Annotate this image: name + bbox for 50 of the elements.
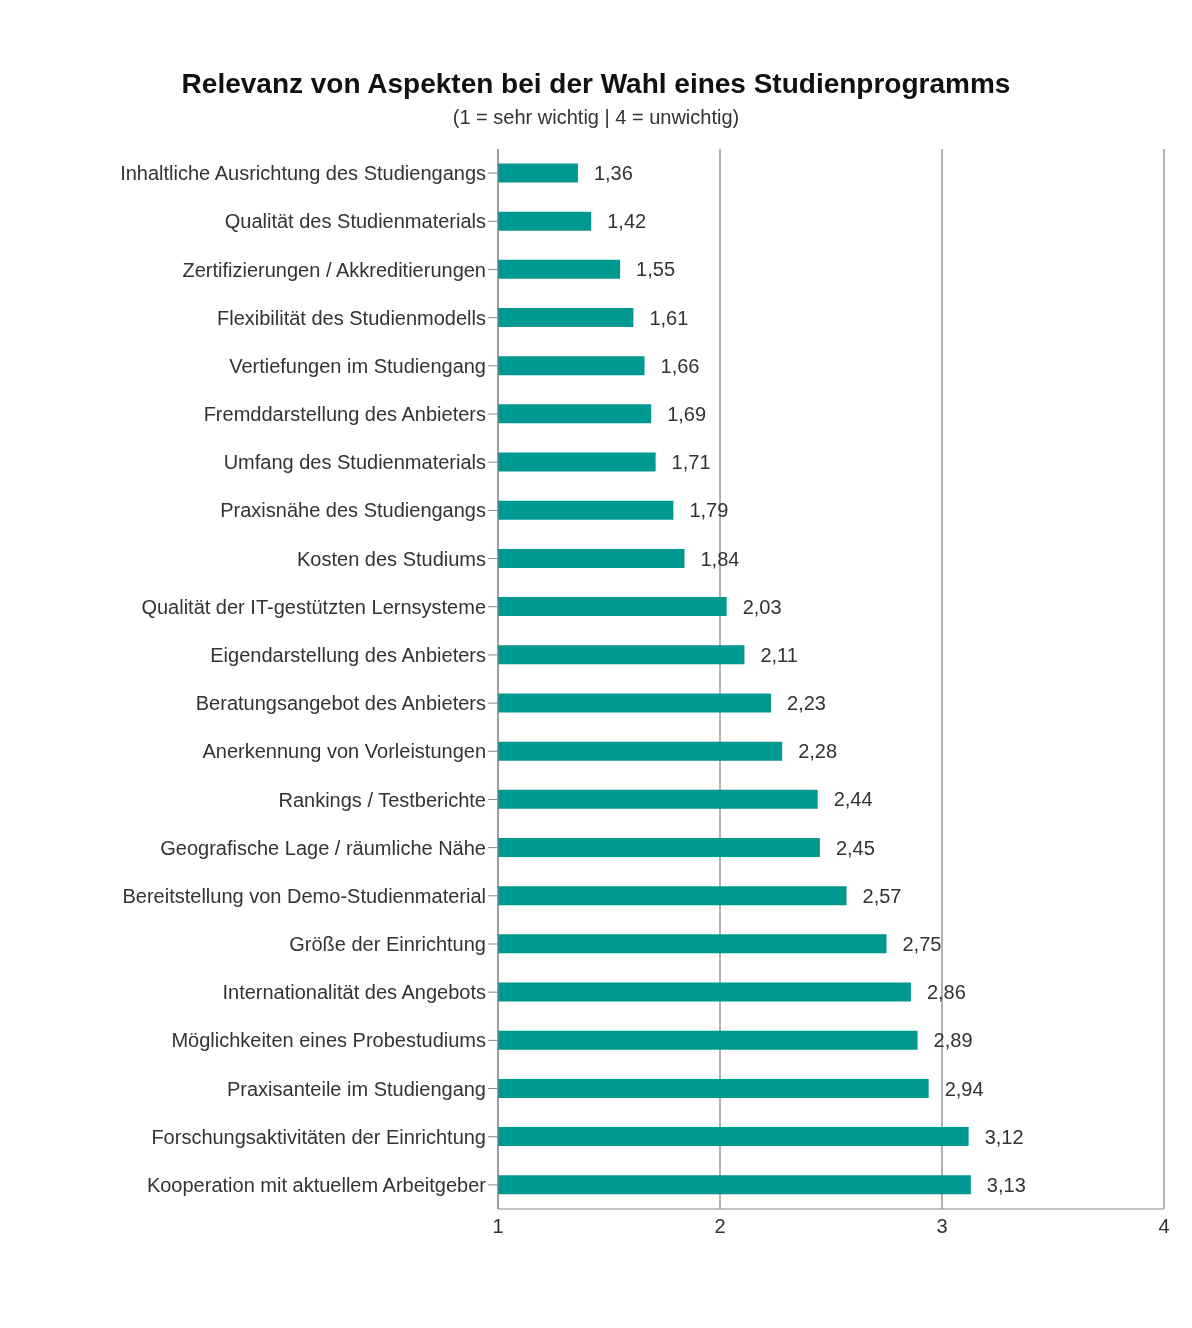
chart-title: Relevanz von Aspekten bei der Wahl eines Studienprogramms xyxy=(180,67,1012,100)
chart-subtitle: (1 = sehr wichtig | 4 = unwichtig) xyxy=(451,106,741,129)
y-tick-label: Größe der Einrichtung xyxy=(289,933,486,956)
y-tick-label: Zertifizierungen / Akkreditierungen xyxy=(182,258,486,281)
y-tick-label: Anerkennung von Vorleistungen xyxy=(202,740,486,763)
y-tick-label: Umfang des Studienmaterials xyxy=(223,451,486,474)
data-label: 3,13 xyxy=(986,1173,1026,1196)
y-tick-label: Geografische Lage / räumliche Nähe xyxy=(160,836,486,859)
x-tick-label: 4 xyxy=(1158,1215,1170,1238)
y-tick-label: Vertiefungen im Studiengang xyxy=(229,354,486,377)
data-label: 2,45 xyxy=(835,836,875,859)
y-tick-label: Fremddarstellung des Anbieters xyxy=(203,403,486,426)
y-tick-label: Praxisnähe des Studiengangs xyxy=(220,499,486,522)
data-label: 1,69 xyxy=(667,402,707,425)
data-label: 1,84 xyxy=(700,547,740,570)
y-tick-label: Praxisanteile im Studiengang xyxy=(226,1077,486,1100)
data-label: 2,89 xyxy=(933,1029,973,1052)
y-tick-label: Rankings / Testberichte xyxy=(278,788,486,811)
y-tick-label: Kooperation mit aktuellem Arbeitgeber xyxy=(146,1174,487,1197)
y-tick-label: Kosten des Studiums xyxy=(297,547,486,570)
data-label: 2,44 xyxy=(833,788,873,811)
data-label: 2,23 xyxy=(787,692,826,715)
data-label: 2,94 xyxy=(944,1077,984,1100)
y-tick-label: Bereitstellung von Demo-Studienmaterial xyxy=(122,884,486,907)
y-tick-label: Eigendarstellung des Anbieters xyxy=(210,644,486,667)
y-tick-label: Flexibilität des Studienmodells xyxy=(216,306,486,329)
data-label: 2,28 xyxy=(798,740,838,763)
x-tick-label: 2 xyxy=(714,1215,726,1238)
y-tick-label: Forschungsaktivitäten der Einrichtung xyxy=(151,1125,486,1148)
data-label: 1,55 xyxy=(636,258,676,281)
data-label: 1,71 xyxy=(671,451,711,474)
data-label: 1,42 xyxy=(607,210,647,233)
data-label: 2,86 xyxy=(926,981,966,1004)
y-tick-label: Beratungsangebot des Anbieters xyxy=(195,692,486,715)
y-tick-label: Qualität der IT-gestützten Lernsysteme xyxy=(141,595,486,618)
data-label: 3,12 xyxy=(984,1125,1024,1148)
data-label: 2,75 xyxy=(902,932,942,955)
data-label: 1,36 xyxy=(593,162,633,185)
x-tick-label: 3 xyxy=(936,1215,948,1238)
data-label: 1,66 xyxy=(660,354,700,377)
data-label: 1,61 xyxy=(649,306,689,329)
data-label: 1,79 xyxy=(689,499,729,522)
y-tick-label: Internationalität des Angebots xyxy=(222,981,486,1004)
y-tick-label: Inhaltliche Ausrichtung des Studiengangs xyxy=(120,162,486,185)
y-tick-label: Möglichkeiten eines Probestudiums xyxy=(171,1029,486,1052)
y-tick-label: Qualität des Studienmaterials xyxy=(224,210,486,233)
data-label: 2,03 xyxy=(742,595,782,618)
data-label: 2,57 xyxy=(862,884,902,907)
data-label: 2,11 xyxy=(760,643,798,666)
x-tick-label: 1 xyxy=(492,1215,504,1238)
